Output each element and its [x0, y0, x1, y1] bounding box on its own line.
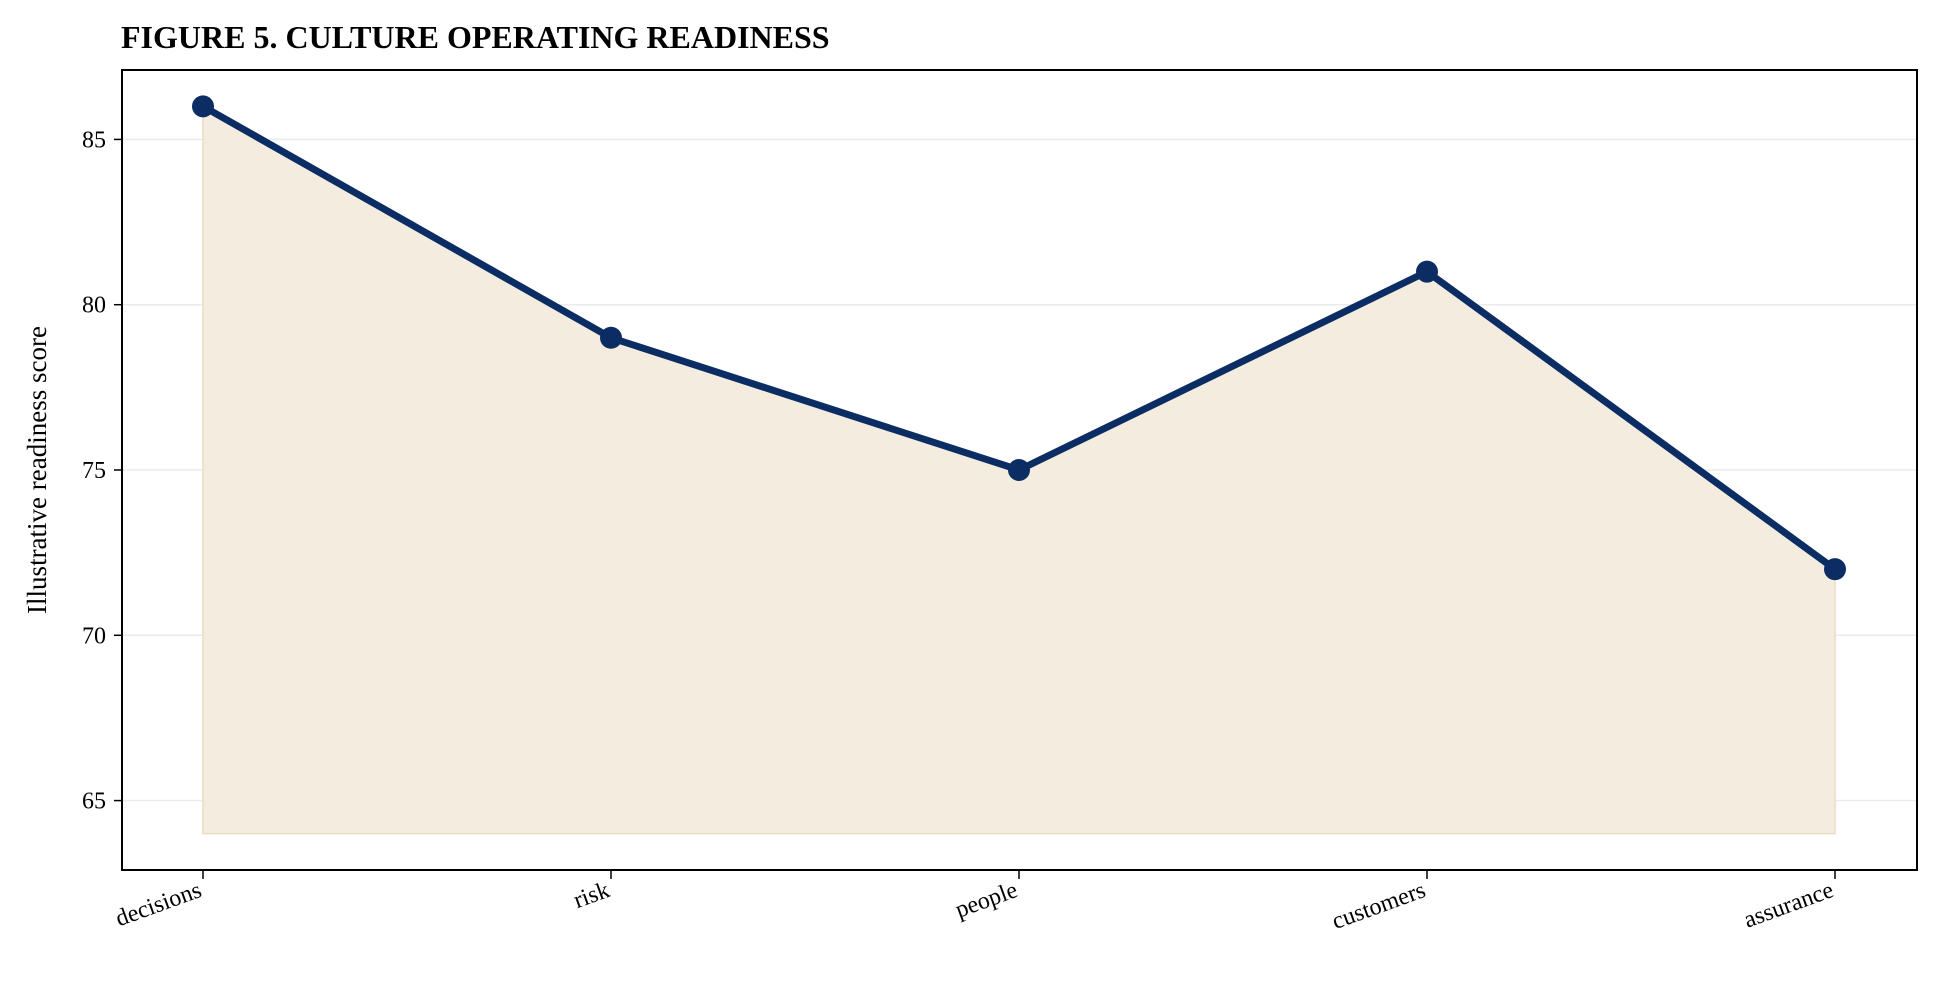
- y-tick-label: 80: [82, 293, 106, 319]
- y-tick-label: 75: [82, 458, 106, 484]
- data-points: [192, 95, 1846, 581]
- data-point-decisions: [192, 95, 214, 118]
- data-point-risk: [600, 326, 622, 349]
- x-tick-label-customers: customers: [1329, 877, 1429, 935]
- chart-title: FIGURE 5. CULTURE OPERATING READINESS: [121, 19, 830, 55]
- y-tick-label: 85: [82, 127, 106, 153]
- y-axis-label: Illustrative readiness score: [22, 326, 52, 614]
- x-tick-label-risk: risk: [570, 877, 613, 914]
- y-axis-ticks: 65 70 75 80 85: [82, 127, 122, 815]
- data-point-assurance: [1824, 558, 1846, 581]
- y-tick-label: 70: [82, 623, 106, 649]
- x-axis-ticks: decisions risk people customers assurance: [112, 870, 1837, 935]
- x-tick-label-assurance: assurance: [1741, 877, 1838, 933]
- x-tick-label-people: people: [952, 877, 1021, 923]
- x-tick-label-decisions: decisions: [112, 877, 205, 932]
- y-tick-label: 65: [82, 789, 106, 815]
- data-point-customers: [1416, 260, 1438, 283]
- data-point-people: [1008, 459, 1030, 481]
